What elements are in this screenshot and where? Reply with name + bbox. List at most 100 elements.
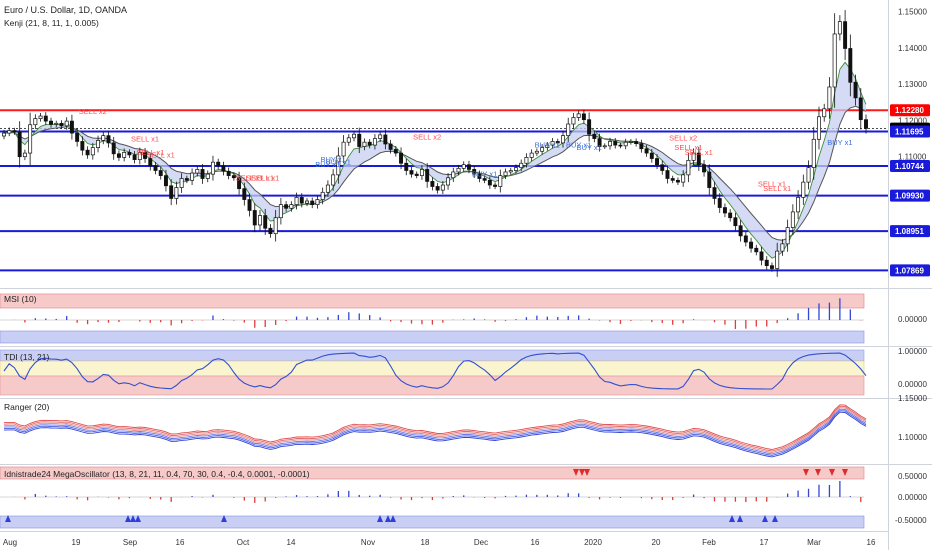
buy-signal-label: BUY x1 — [320, 155, 345, 164]
tdi-tick-1: 0.00000 — [898, 380, 927, 389]
candle — [85, 146, 90, 159]
candle — [592, 130, 597, 143]
candle — [378, 131, 383, 143]
svg-text:1.12280: 1.12280 — [895, 106, 924, 115]
candle — [143, 148, 148, 163]
svg-text:1.07869: 1.07869 — [895, 266, 924, 275]
candle — [158, 166, 163, 180]
tdi-pane[interactable]: TDI (13, 21) 1.00000 0.00000 — [0, 347, 927, 396]
candle — [769, 262, 774, 272]
time-tick-label: Aug — [3, 538, 17, 547]
msi-title: MSI (10) — [4, 294, 37, 304]
tdi-tick-0: 1.00000 — [898, 347, 927, 356]
candle — [508, 167, 513, 175]
tdi-title: TDI (13, 21) — [4, 352, 50, 362]
candle — [383, 129, 388, 150]
candle — [764, 256, 769, 270]
price-tick-label: 1.14000 — [898, 44, 927, 53]
ranger-tick-0: 1.15000 — [898, 394, 927, 403]
mega-histogram — [13, 480, 862, 503]
candle — [346, 134, 351, 146]
candle — [325, 180, 330, 198]
candle — [341, 135, 346, 163]
candle — [707, 164, 712, 196]
candle — [116, 150, 121, 161]
candle — [581, 109, 586, 124]
candle — [33, 114, 38, 130]
candle — [775, 242, 780, 277]
candle — [278, 197, 283, 225]
candle — [728, 209, 733, 222]
sell-signal-label: SELL x1 — [246, 173, 274, 182]
candle — [122, 148, 127, 162]
candle — [848, 34, 853, 97]
candle — [529, 149, 534, 162]
candle — [435, 183, 440, 194]
candle — [268, 224, 273, 238]
candle — [137, 147, 142, 165]
candle — [466, 160, 471, 174]
candle — [305, 198, 309, 207]
candle — [320, 187, 325, 205]
candle — [623, 138, 628, 150]
buy-arrow — [135, 515, 141, 522]
price-tick-label: 1.15000 — [898, 7, 927, 16]
candle — [404, 158, 409, 176]
candle — [163, 169, 168, 192]
time-tick-label: 19 — [72, 538, 81, 547]
time-axis[interactable]: Aug 19 Sep 16 Oct 14 Nov 18 Dec 16 2020 20 Feb 17 Mar 1… — [0, 531, 888, 548]
candle — [372, 134, 377, 150]
price-axis[interactable]: 1.150001.140001.130001.120001.110001.100… — [890, 7, 930, 277]
msi-pane[interactable]: MSI (10) 0.00000 — [0, 293, 927, 344]
candle — [461, 161, 466, 172]
sell-arrow — [579, 469, 585, 476]
sell-arrow — [803, 469, 809, 476]
sell-signal-label: SELL x1 — [674, 143, 702, 152]
candle — [602, 143, 607, 149]
sell-signal-label: SELL x1 — [685, 148, 713, 157]
candle — [749, 237, 754, 253]
candle — [665, 165, 670, 184]
buy-signal-label: BUY x1 — [576, 143, 601, 152]
candle — [738, 219, 743, 242]
candle — [132, 151, 137, 164]
candle — [43, 112, 48, 126]
candle — [717, 193, 722, 213]
sell-signal-label: SELL x1 — [758, 179, 786, 188]
buy-arrow — [125, 515, 131, 522]
mega-tick-0: 0.50000 — [898, 472, 927, 481]
candle — [759, 246, 764, 266]
candle — [644, 145, 649, 157]
tdi-line — [3, 352, 867, 390]
candle — [352, 130, 356, 142]
candle — [252, 203, 257, 233]
candle — [69, 114, 74, 140]
candle — [388, 139, 393, 154]
candle — [472, 165, 477, 178]
candle — [419, 165, 424, 180]
buy-arrow — [772, 515, 778, 522]
time-tick-label: 16 — [176, 538, 185, 547]
candle — [357, 127, 362, 154]
candle — [96, 135, 101, 153]
ranger-pane[interactable]: Ranger (20) 1.15000 1.10000 — [3, 394, 927, 458]
candle — [80, 136, 85, 156]
candle — [514, 164, 518, 174]
candle — [487, 176, 492, 189]
buy-arrow — [737, 515, 743, 522]
price-badge: 1.09930 — [890, 189, 930, 202]
candle — [174, 181, 179, 205]
megaoscillator-pane[interactable]: Idnistrade24 MegaOscillator (13, 8, 21, … — [0, 466, 927, 529]
candle — [691, 148, 696, 166]
candle — [571, 113, 576, 129]
candle — [534, 148, 539, 156]
candle — [148, 153, 153, 171]
ranger-bands — [3, 404, 867, 458]
candle — [362, 138, 367, 151]
candle — [22, 149, 27, 161]
candle — [242, 182, 247, 206]
candle — [811, 127, 816, 180]
buy-signal-label: BUY x1 — [535, 141, 560, 150]
